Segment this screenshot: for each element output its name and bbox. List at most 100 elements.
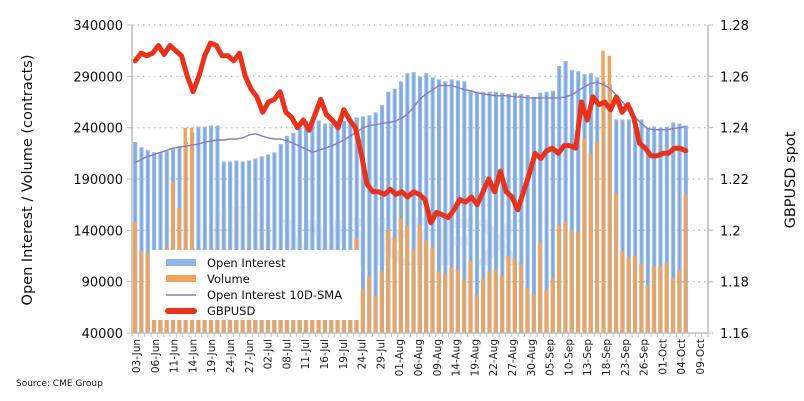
open-interest-bar-shade [204, 128, 206, 333]
x-tick-labels: 03-Jun 06-Jun 11-Jun 14-Jun 19-Jun 24-Jun 27-J… [131, 339, 707, 377]
right-y-tick-label: 1.16 [720, 327, 749, 342]
left-y-tick-label: 290000 [73, 70, 123, 85]
right-y-tick-label: 1.26 [720, 70, 749, 85]
x-date-label: 24-Jul [357, 339, 369, 369]
right-y-tick-label: 1.24 [720, 122, 749, 137]
left-y-tick-label: 40000 [82, 327, 123, 342]
open-interest-bar-shade [166, 153, 168, 333]
volume-bar [417, 225, 422, 333]
legend: Open Interest Volume Open Interest 10D-S… [152, 250, 360, 320]
x-date-label: 19-Jul [338, 339, 350, 369]
volume-bar [664, 263, 669, 333]
open-interest-bar-shade [159, 154, 162, 333]
volume-bar [493, 269, 498, 333]
open-interest-bar-shade [558, 68, 560, 334]
open-interest-bar-shade [248, 162, 250, 333]
open-interest-bar-shade [330, 125, 333, 333]
legend-swatch-volume [166, 275, 196, 282]
volume-bar [405, 226, 409, 333]
open-interest-bar-shade [356, 119, 358, 334]
volume-bar [575, 232, 580, 333]
volume-bar [386, 230, 390, 333]
open-interest-bar-shade [153, 154, 155, 333]
open-interest-bar-shade [507, 95, 510, 333]
open-interest-bar-shade [286, 137, 288, 333]
volume-bar [537, 242, 542, 333]
volume-bar [139, 250, 143, 333]
open-interest-bar-shade [533, 98, 535, 333]
open-interest-bar-shade [501, 94, 503, 333]
volume-bar [443, 274, 447, 333]
x-date-label: 02-Jul [263, 339, 275, 369]
volume-bar [531, 295, 536, 333]
volume-bar [506, 256, 510, 333]
x-date-label: 19-Aug [469, 339, 481, 376]
left-y-tick-label: 140000 [73, 224, 123, 239]
y-axis-title: Open Interest / Volume (contracts) [20, 55, 36, 306]
open-interest-bar-shade [621, 121, 624, 333]
open-interest-bar-shade [476, 93, 478, 333]
open-interest-bar-shade [147, 152, 149, 333]
x-date-label: 18-Sep [601, 339, 613, 376]
open-interest-bar-shade [210, 127, 212, 333]
volume-bar [651, 266, 656, 333]
open-interest-bar-shade [337, 122, 339, 333]
open-interest-bar-shade [463, 83, 465, 333]
open-interest-bar-shade [362, 118, 364, 333]
volume-bar [556, 225, 561, 333]
open-interest-bar-shade [324, 125, 326, 333]
x-date-label: 08-Jul [281, 339, 293, 369]
open-interest-bar-shade [571, 72, 573, 333]
x-date-label: 03-Jun [131, 339, 143, 373]
open-interest-bar-shade [242, 163, 244, 333]
volume-bar [474, 295, 479, 333]
open-interest-bar-shade [375, 114, 377, 334]
x-date-label: 01-Oct [657, 339, 669, 375]
open-interest-bar-shade [216, 127, 219, 333]
open-interest-bar-shade [514, 94, 516, 333]
volume-bar [272, 307, 276, 333]
open-interest-bar-shade [470, 92, 472, 333]
volume-bar [373, 296, 377, 333]
open-interest-bar-shade [280, 146, 282, 333]
legend-swatch-open-interest [166, 259, 196, 266]
open-interest-bar-shade [229, 163, 231, 333]
open-interest-bar-shade [223, 163, 225, 333]
volume-bar [594, 142, 599, 333]
x-date-label: 09-Aug [432, 339, 444, 376]
open-interest-bar-shade [628, 121, 630, 333]
open-interest-bar-shade [564, 62, 567, 333]
x-date-label: 26-Sep [639, 339, 651, 376]
gridlines [132, 24, 708, 283]
open-interest-bar-shade [653, 128, 655, 333]
open-interest-bar-shade [140, 149, 143, 333]
x-date-label: 27-Aug [507, 339, 519, 376]
open-interest-bar-shade [368, 117, 370, 333]
open-interest-bar-shade [235, 162, 238, 333]
volume-bar [683, 194, 688, 333]
open-interest-bar-shade [261, 158, 263, 333]
left-y-tick-label: 340000 [73, 19, 123, 34]
volume-bar [436, 271, 441, 333]
x-date-label: 10-Sep [563, 339, 575, 376]
sma-line-group [134, 81, 686, 164]
open-interest-bar-shade [305, 122, 307, 333]
volume-bar [360, 289, 365, 333]
x-date-label: 11-Jun [169, 339, 181, 373]
open-interest-bar-shade [539, 94, 541, 333]
open-interest-bar-shade [438, 81, 440, 333]
x-date-label: 14-Jun [187, 339, 199, 373]
open-interest-bar-shade [640, 121, 643, 333]
volume-bar [392, 237, 396, 333]
left-y-tick-labels: 340000 290000 240000 190000 140000 90000 40000 [73, 19, 123, 342]
open-interest-bar-shade [659, 129, 662, 333]
volume-bar [424, 240, 428, 333]
open-interest-bar-shade [520, 95, 522, 333]
open-interest-bar-shade [488, 93, 491, 333]
open-interest-bar-shade [273, 154, 276, 333]
volume-bar [487, 271, 491, 333]
x-date-label: 14-Aug [451, 339, 463, 376]
x-date-label: 19-Jun [206, 339, 218, 373]
volume-bar [145, 252, 150, 333]
